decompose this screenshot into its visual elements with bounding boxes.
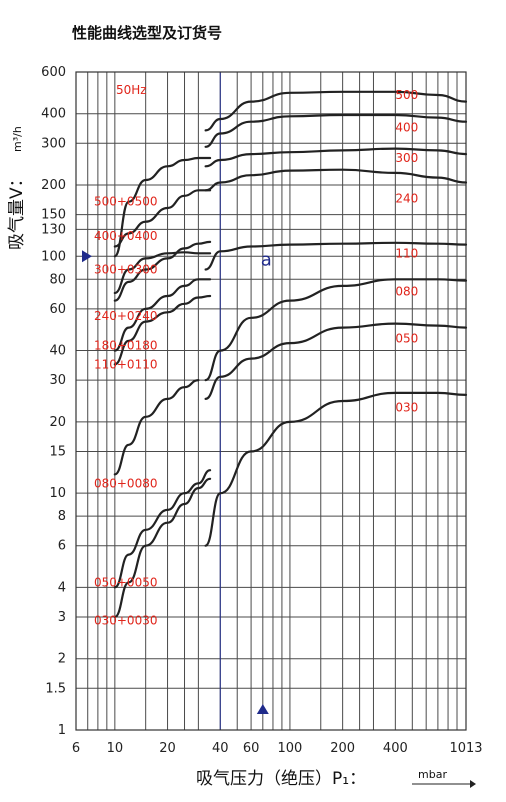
y-tick-label: 8	[58, 509, 66, 524]
series-curve-high	[204, 147, 468, 168]
series-right-label: 400	[395, 120, 418, 134]
curves	[113, 90, 468, 619]
series-curve-high	[204, 278, 468, 382]
series-left-label: 110+0110	[94, 357, 157, 371]
series-labels: 500+0500 400+0400 300+0300 240+0240 180+0180…	[94, 88, 418, 628]
series-curve-low	[113, 469, 212, 589]
y-tick-label: 150	[41, 208, 66, 223]
y-tick-label: 600	[41, 65, 66, 80]
plot-frame	[75, 71, 467, 731]
y-tick-label: 6	[58, 539, 66, 554]
series-left-label: 030+0030	[94, 613, 157, 627]
y-tick-label: 10	[49, 486, 66, 501]
chart-title: 性能曲线选型及订货号	[72, 24, 222, 42]
x-tick-label: 1013	[449, 741, 482, 756]
y-tick-label: 400	[41, 107, 66, 122]
series-left-label: 400+0400	[94, 229, 157, 243]
series-curve-low	[113, 189, 212, 248]
series-left-label: 300+0300	[94, 262, 157, 276]
y-tick-label: 30	[49, 373, 66, 388]
y-tick-label: 130	[41, 222, 66, 237]
series-curve-low	[113, 278, 212, 352]
series-curve-low	[113, 251, 212, 295]
series-curve-high	[204, 90, 468, 132]
point-marker-label: a	[261, 250, 272, 271]
x-tick-label: 10	[107, 741, 124, 756]
markers: a	[82, 250, 272, 714]
series-right-label: 500	[395, 88, 418, 102]
y-tick-label: 20	[49, 415, 66, 430]
y-tick-label: 100	[41, 249, 66, 264]
y-marker-arrow	[82, 250, 92, 263]
y-tick-label: 60	[49, 302, 66, 317]
series-curve-low	[113, 240, 212, 302]
y-tick-label: 2	[58, 652, 66, 667]
series-curve-high	[204, 322, 468, 400]
y-axis-title: 吸气量V：	[7, 170, 27, 250]
y-axis-title-group: 吸气量V： m³/h	[7, 126, 27, 250]
series-curve-low	[113, 294, 212, 366]
series-curve-high	[204, 113, 468, 148]
series-curve-low	[113, 379, 200, 476]
series-curve-high	[204, 241, 468, 271]
x-axis-unit: mbar	[418, 768, 447, 781]
y-tick-label: 4	[58, 580, 66, 595]
y-tick-label: 1	[58, 723, 66, 738]
series-curve-high	[204, 168, 468, 192]
y-tick-label: 3	[58, 610, 66, 625]
y-tick-label: 80	[49, 272, 66, 287]
x-tick-label: 40	[212, 741, 229, 756]
grid	[75, 71, 467, 731]
series-right-label: 110	[395, 246, 418, 260]
series-right-label: 240	[395, 192, 418, 206]
y-tick-label: 300	[41, 136, 66, 151]
series-right-label: 080	[395, 285, 418, 299]
series-left-label: 180+0180	[94, 339, 157, 353]
y-tick-label: 1.5	[45, 681, 66, 696]
y-tick-label: 200	[41, 178, 66, 193]
x-tick-label: 100	[278, 741, 303, 756]
series-curve-high	[204, 391, 468, 547]
x-tick-label: 20	[159, 741, 176, 756]
series-right-label: 300	[395, 151, 418, 165]
series-right-label: 030	[395, 400, 418, 414]
x-tick-label: 60	[243, 741, 260, 756]
y-tick-label: 40	[49, 344, 66, 359]
series-left-label: 240+0240	[94, 309, 157, 323]
x-marker-arrow	[256, 704, 269, 714]
series-left-label: 500+0500	[94, 195, 157, 209]
series-left-label: 080+0080	[94, 476, 157, 490]
x-tick-labels: 6 10 20 40 60 100 200 400 1013	[72, 741, 483, 756]
y-tick-label: 15	[49, 444, 66, 459]
frequency-label: 50Hz	[116, 83, 147, 97]
series-curve-low	[113, 156, 212, 258]
x-axis-unit-arrowhead	[470, 780, 476, 788]
y-axis-unit: m³/h	[11, 126, 24, 152]
series-right-label: 050	[395, 331, 418, 345]
series-curve-low	[113, 477, 212, 619]
x-axis-title: 吸气压力（绝压）P₁：	[196, 769, 366, 789]
x-tick-label: 400	[383, 741, 408, 756]
series-left-label: 050+0050	[94, 575, 157, 589]
x-tick-label: 6	[72, 741, 80, 756]
x-tick-label: 200	[330, 741, 355, 756]
